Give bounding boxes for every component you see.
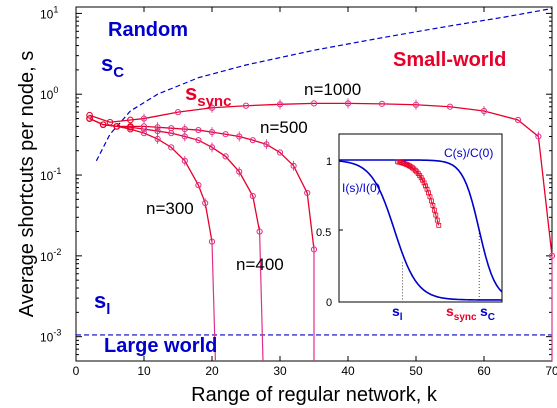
inset-ytick-05: 0.5	[316, 227, 331, 239]
data-point	[106, 118, 114, 126]
inset-sync-point	[401, 160, 406, 166]
inset-l-label: I(s)/I(0)	[342, 181, 381, 195]
region-small-world-label: Small-world	[393, 49, 506, 71]
inset-s-l-label: sl	[392, 303, 403, 323]
data-point	[140, 130, 148, 137]
series-drop	[211, 241, 216, 362]
x-tick-label: 70	[545, 364, 557, 378]
data-point	[446, 103, 454, 110]
s-l-label: sl	[94, 288, 110, 318]
inset-sync-point	[420, 177, 426, 183]
data-point	[195, 137, 202, 144]
y-tick-label: 10-2	[40, 247, 61, 264]
inset-frame	[338, 133, 503, 303]
data-point	[310, 100, 318, 107]
inset-sync-point	[409, 165, 415, 171]
series-drop	[259, 231, 264, 362]
s-c-curve	[95, 7, 553, 162]
inset-ytick-0: 0	[326, 297, 332, 309]
s-c-label: sC	[101, 51, 124, 81]
inset-s-sync-label: ssync	[446, 303, 477, 323]
inset-sync-point	[404, 161, 409, 167]
data-point	[127, 123, 134, 130]
data-point	[113, 123, 121, 130]
inset-sync-point	[402, 161, 408, 167]
inset-l-curve	[338, 160, 503, 301]
x-tick-label: 50	[409, 364, 423, 378]
data-point	[86, 111, 93, 119]
data-point	[99, 121, 107, 128]
n500-label: n=500	[260, 118, 308, 137]
inset-sync-point	[423, 183, 428, 189]
x-axis-title: Range of regular network, k	[191, 384, 438, 406]
n300-label: n=300	[146, 199, 194, 218]
y-tick-label: 10-1	[40, 166, 61, 183]
main-curves	[76, 7, 556, 362]
inset-sync-point	[429, 198, 434, 204]
inset-sync-point	[399, 160, 405, 166]
inset-c-label: C(s)/C(0)	[444, 146, 493, 160]
data-point	[222, 153, 229, 160]
data-point	[127, 116, 134, 124]
data-point	[140, 123, 148, 130]
inset-sync-point	[433, 212, 439, 218]
data-point	[168, 125, 175, 132]
data-point	[514, 116, 522, 124]
inset-sync-point	[418, 175, 424, 181]
inset-sync-point	[430, 203, 436, 208]
inset-sync-point	[412, 167, 418, 173]
n400-label: n=400	[236, 255, 284, 274]
data-point	[249, 137, 256, 144]
x-tick-label: 20	[205, 364, 219, 378]
inset-c-curve	[339, 159, 503, 293]
y-axis-title: Average shortcuts per node, s	[16, 51, 38, 317]
y-tick-label: 101	[40, 4, 58, 21]
inset-sync-point	[436, 222, 442, 228]
data-point	[174, 109, 182, 116]
data-point	[249, 192, 256, 200]
data-point	[195, 182, 202, 189]
x-tick-label: 60	[477, 364, 491, 378]
data-point	[242, 102, 250, 109]
inset-ytick-1: 1	[326, 156, 332, 168]
series-line	[89, 102, 553, 256]
inset-sync-point	[434, 217, 440, 223]
y-tick-label: 100	[40, 85, 58, 102]
inset-plot	[338, 159, 503, 301]
data-point	[222, 131, 229, 138]
inset-sync-point	[421, 180, 427, 186]
n1000-label: n=1000	[304, 80, 361, 99]
x-tick-label: 0	[73, 364, 80, 378]
data-point	[168, 144, 175, 151]
x-tick-label: 30	[273, 364, 287, 378]
inset-sync-point	[411, 166, 417, 172]
x-tick-label: 40	[341, 364, 355, 378]
data-point	[378, 100, 386, 107]
inset-s-c-label: sC	[480, 303, 495, 323]
y-tick-label: 10-3	[40, 328, 61, 345]
series-line	[89, 117, 315, 250]
data-point	[276, 149, 284, 156]
data-point	[304, 189, 311, 197]
x-tick-label: 10	[137, 364, 151, 378]
data-point	[195, 126, 202, 134]
s-sync-label: ssync	[185, 80, 231, 110]
inset-sync-point	[431, 207, 437, 213]
region-random-label: Random	[108, 19, 188, 41]
region-large-world-label: Large world	[104, 335, 217, 357]
